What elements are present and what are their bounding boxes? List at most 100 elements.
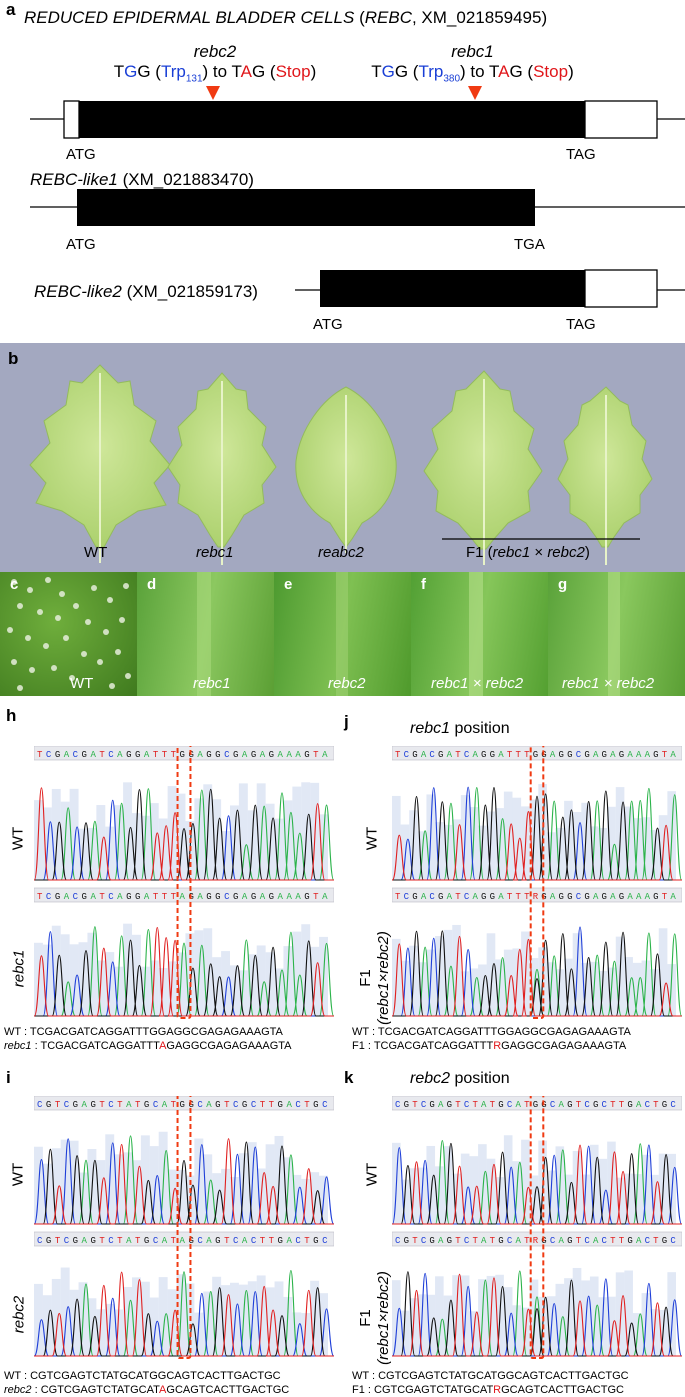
seq-i-wt: WT : CGTCGAGTCTATGCATGGCAGTCACTTGACTGC bbox=[4, 1370, 281, 1382]
base-call: A bbox=[206, 1100, 212, 1110]
base-call: C bbox=[576, 750, 582, 760]
base-call: C bbox=[670, 1236, 676, 1246]
chroma-k-top-label: WT bbox=[363, 1162, 381, 1187]
base-call: C bbox=[73, 750, 79, 760]
base-call: T bbox=[610, 1236, 616, 1246]
base-call: A bbox=[278, 750, 284, 760]
quality-bar bbox=[503, 949, 513, 1016]
base-call: C bbox=[108, 1100, 114, 1110]
base-call: A bbox=[438, 1236, 444, 1246]
quality-bar bbox=[392, 795, 401, 880]
base-call: A bbox=[144, 750, 150, 760]
base-call: C bbox=[645, 1100, 651, 1110]
base-call: G bbox=[304, 750, 309, 760]
base-call: C bbox=[670, 1100, 676, 1110]
base-call: T bbox=[455, 1100, 461, 1110]
trace-G bbox=[34, 1287, 334, 1357]
base-call: G bbox=[627, 1236, 632, 1246]
trace-A bbox=[34, 788, 334, 881]
gene2-start-codon: ATG bbox=[66, 236, 96, 253]
base-call: A bbox=[144, 892, 150, 902]
base-call: C bbox=[421, 1100, 427, 1110]
tile-e: e rebc2 bbox=[274, 572, 411, 696]
base-call: T bbox=[99, 1236, 105, 1246]
base-call: A bbox=[242, 892, 248, 902]
quality-bar bbox=[581, 1174, 590, 1224]
base-call: C bbox=[507, 1236, 513, 1246]
seq-j-mut: F1 : TCGACGATCAGGATTTRGAGGCGAGAGAAAGTA bbox=[352, 1040, 627, 1052]
base-call: A bbox=[90, 750, 96, 760]
panel-k-label: k bbox=[344, 1068, 354, 1087]
quality-bar bbox=[96, 1309, 106, 1356]
tile-d-label: rebc1 bbox=[193, 675, 231, 692]
quality-bar bbox=[132, 934, 141, 1016]
base-call: A bbox=[550, 892, 556, 902]
leaves-illustration bbox=[29, 364, 653, 565]
quality-bar bbox=[521, 1139, 530, 1224]
base-call: A bbox=[670, 750, 676, 760]
base-call: C bbox=[584, 1100, 590, 1110]
base-call: T bbox=[269, 1236, 275, 1246]
quality-bar bbox=[123, 782, 132, 880]
quality-bar bbox=[598, 1158, 608, 1224]
chromatogram-i: C G T C G A G T C T A T G C A T G G C A G T C G C T T G A C T G CC G T C G A G… bbox=[34, 1096, 334, 1359]
base-call: A bbox=[610, 750, 616, 760]
base-call: G bbox=[251, 750, 256, 760]
base-call: C bbox=[153, 1100, 159, 1110]
quality-bar bbox=[60, 1267, 70, 1356]
quality-bar bbox=[238, 970, 248, 1016]
base-call: C bbox=[602, 1100, 608, 1110]
chromatogram-h: T C G A C G A T C A G G A T T T G G A G G C G A G A G A A A G T AT C G A C G A… bbox=[34, 746, 334, 1019]
base-call: G bbox=[126, 750, 131, 760]
base-call: T bbox=[99, 750, 105, 760]
quality-bar bbox=[641, 960, 651, 1016]
base-call: C bbox=[108, 892, 114, 902]
base-call: C bbox=[464, 750, 470, 760]
base-call: C bbox=[550, 1100, 556, 1110]
quality-bar bbox=[158, 968, 168, 1016]
chromatogram-j: T C G A C G A T C A G G A T T T G G A G G C G A G A G A A A G T AT C G A C G A… bbox=[392, 746, 682, 1019]
vein bbox=[608, 572, 620, 696]
tile-c-label: WT bbox=[70, 675, 94, 692]
base-call: C bbox=[108, 1236, 114, 1246]
base-call: G bbox=[412, 750, 417, 760]
base-call: C bbox=[251, 1236, 257, 1246]
rebc2-arrowhead bbox=[206, 86, 220, 100]
quality-bar bbox=[167, 1289, 177, 1356]
sequence-bar bbox=[392, 887, 682, 903]
base-call: T bbox=[507, 750, 513, 760]
quality-bar bbox=[51, 788, 61, 880]
base-call: G bbox=[215, 892, 220, 902]
base-call: A bbox=[481, 1236, 487, 1246]
base-call: C bbox=[233, 1100, 239, 1110]
base-call: A bbox=[627, 750, 633, 760]
base-call: T bbox=[395, 750, 401, 760]
quality-bar bbox=[149, 1297, 159, 1356]
base-call: T bbox=[455, 1236, 461, 1246]
trace-T bbox=[392, 810, 682, 881]
quality-bar bbox=[140, 1281, 150, 1356]
base-call: T bbox=[412, 1100, 418, 1110]
base-call: C bbox=[395, 1100, 401, 1110]
base-call: C bbox=[224, 892, 230, 902]
tile-g-letter: g bbox=[558, 576, 568, 593]
quality-bar bbox=[212, 1173, 222, 1224]
base-call: A bbox=[636, 750, 642, 760]
base-call: C bbox=[73, 892, 79, 902]
base-call: A bbox=[162, 1236, 168, 1246]
base-call: G bbox=[559, 750, 564, 760]
chroma-h-top-label: WT bbox=[9, 826, 27, 851]
base-call: A bbox=[421, 750, 427, 760]
base-call: T bbox=[269, 1100, 275, 1110]
gene-structure-diagram bbox=[30, 86, 685, 308]
base-call: G bbox=[135, 750, 140, 760]
sequence-bar bbox=[392, 1231, 682, 1247]
rebc-like1-title: REBC-like1 (XM_021883470) bbox=[30, 170, 254, 189]
base-call: G bbox=[498, 1100, 503, 1110]
base-call: G bbox=[206, 750, 211, 760]
base-call: T bbox=[610, 1100, 616, 1110]
base-call: G bbox=[567, 1100, 572, 1110]
base-call: G bbox=[278, 1236, 283, 1246]
base-call: G bbox=[90, 1236, 95, 1246]
sequence-bar bbox=[392, 1096, 682, 1111]
